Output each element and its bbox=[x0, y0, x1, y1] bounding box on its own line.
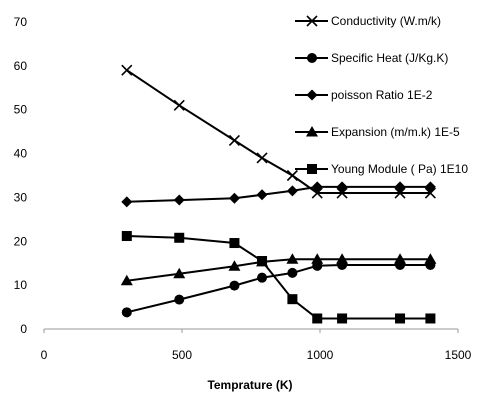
data-point bbox=[336, 181, 348, 193]
legend: Conductivity (W.m/k) Specific Heat (J/Kg.… bbox=[295, 14, 468, 176]
data-point bbox=[311, 187, 323, 199]
data-point bbox=[228, 260, 241, 271]
x-tick-label: 1000 bbox=[307, 348, 334, 362]
data-point bbox=[336, 253, 349, 264]
series-2 bbox=[121, 259, 436, 318]
data-point bbox=[121, 196, 133, 208]
data-point bbox=[424, 181, 436, 193]
data-point bbox=[336, 187, 348, 199]
data-point bbox=[394, 181, 406, 193]
legend-label: Conductivity (W.m/k) bbox=[331, 14, 441, 28]
legend-item: Young Module ( Pa) 1E10 bbox=[295, 162, 468, 176]
y-tick-label: 60 bbox=[14, 59, 28, 73]
data-point bbox=[228, 134, 241, 146]
series-3 bbox=[121, 181, 436, 208]
y-tick-label: 40 bbox=[14, 147, 28, 161]
data-point bbox=[394, 253, 407, 264]
legend-label: Expansion (m/m.k) 1E-5 bbox=[331, 125, 460, 139]
legend-item: Conductivity (W.m/k) bbox=[295, 14, 441, 28]
y-tick-label: 30 bbox=[14, 190, 28, 204]
legend-marker bbox=[306, 89, 318, 101]
data-point bbox=[286, 185, 298, 197]
data-point bbox=[174, 294, 185, 305]
data-point bbox=[287, 267, 298, 278]
x-axis-title: Temprature (K) bbox=[207, 378, 292, 392]
x-tick-label: 1500 bbox=[445, 348, 472, 362]
data-point bbox=[311, 253, 324, 264]
y-tick-label: 50 bbox=[14, 103, 28, 117]
data-point bbox=[257, 256, 268, 267]
y-tick-label: 10 bbox=[14, 278, 28, 292]
data-point bbox=[256, 152, 268, 164]
series-1 bbox=[121, 64, 436, 199]
legend-item: Expansion (m/m.k) 1E-5 bbox=[295, 125, 460, 139]
data-point bbox=[311, 181, 323, 193]
x-axis-ticks: 0 500 1000 1500 bbox=[41, 329, 472, 362]
data-point bbox=[121, 64, 133, 76]
legend-marker bbox=[307, 164, 317, 174]
data-point bbox=[173, 267, 186, 279]
x-tick-label: 0 bbox=[41, 348, 48, 362]
data-point bbox=[229, 280, 240, 291]
legend-marker bbox=[306, 126, 318, 137]
series-line bbox=[126, 185, 431, 203]
series-5 bbox=[121, 231, 436, 324]
legend-item: Specific Heat (J/Kg.K) bbox=[295, 51, 448, 65]
legend-marker bbox=[307, 53, 317, 63]
series-line bbox=[126, 264, 431, 314]
series-line bbox=[126, 235, 431, 320]
x-tick-label: 500 bbox=[172, 348, 192, 362]
data-point bbox=[229, 238, 240, 249]
y-tick-label: 20 bbox=[14, 234, 28, 248]
legend-item: poisson Ratio 1E-2 bbox=[295, 88, 433, 102]
data-point bbox=[257, 272, 268, 283]
data-point bbox=[121, 307, 132, 318]
legend-label: Young Module ( Pa) 1E10 bbox=[331, 162, 468, 176]
data-point bbox=[286, 253, 299, 264]
data-point bbox=[394, 187, 406, 199]
data-point bbox=[286, 169, 298, 182]
data-point bbox=[256, 189, 268, 201]
legend-label: poisson Ratio 1E-2 bbox=[331, 88, 433, 102]
series-line bbox=[126, 258, 431, 282]
data-point bbox=[395, 313, 406, 324]
data-point bbox=[424, 253, 437, 264]
data-point bbox=[287, 294, 298, 305]
y-tick-label: 0 bbox=[20, 322, 27, 336]
data-point bbox=[173, 194, 185, 206]
y-tick-label: 70 bbox=[14, 15, 28, 29]
data-point bbox=[425, 313, 436, 324]
data-point bbox=[173, 99, 185, 111]
data-point bbox=[312, 313, 323, 324]
data-point bbox=[228, 192, 240, 204]
series-layer bbox=[120, 64, 437, 324]
data-point bbox=[337, 313, 348, 324]
data-point bbox=[120, 274, 133, 286]
y-axis-ticks: 0 10 20 30 40 50 60 70 bbox=[14, 15, 28, 336]
data-point bbox=[121, 231, 132, 242]
data-point bbox=[424, 187, 436, 199]
data-point bbox=[174, 232, 185, 243]
legend-label: Specific Heat (J/Kg.K) bbox=[331, 51, 448, 65]
legend-marker bbox=[306, 15, 318, 27]
